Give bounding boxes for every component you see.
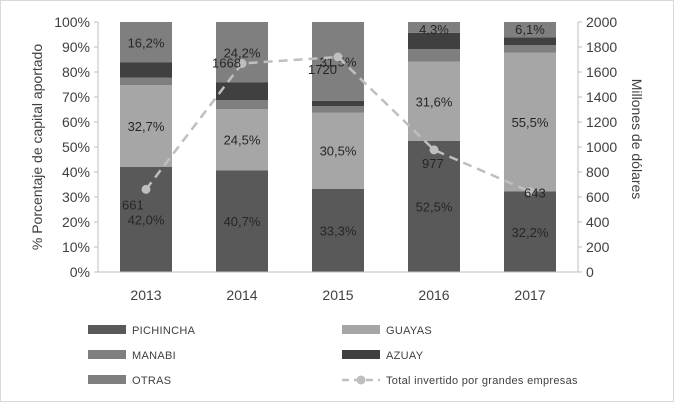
legend-swatch-pichincha: [88, 325, 126, 334]
y-right-tick-label: 1000: [586, 139, 617, 155]
data-label-guayas-2017: 55,5%: [512, 115, 549, 130]
y-left-tick-label: 100%: [54, 14, 90, 30]
line-data-label-2017: 643: [524, 186, 546, 201]
line-data-label-2016: 977: [422, 156, 444, 171]
bar-manabi-2015: [312, 106, 364, 113]
x-tick-label-2017: 2017: [514, 287, 545, 303]
bar-pichincha-2015: [312, 188, 364, 272]
bar-otras-2014: [216, 22, 268, 83]
line-data-label-2015: 1720: [308, 62, 337, 77]
y-left-tick-label: 20%: [62, 214, 90, 230]
y-right-tick-label: 800: [586, 164, 610, 180]
bar-guayas-2014: [216, 109, 268, 171]
y-left-tick-label: 50%: [62, 139, 90, 155]
y-left-tick-label: 70%: [62, 89, 90, 105]
y-left-tick-label: 30%: [62, 189, 90, 205]
y-right-tick-label: 0: [586, 264, 594, 280]
bar-azuay-2017: [504, 37, 556, 46]
line-point-2014: [237, 59, 247, 68]
bar-manabi-2017: [504, 45, 556, 53]
bar-pichincha-2016: [408, 140, 460, 272]
y-right-tick-label: 600: [586, 189, 610, 205]
y-right-tick-label: 2000: [586, 14, 617, 30]
data-label-pichincha-2016: 52,5%: [416, 199, 453, 214]
line-point-2017: [525, 187, 535, 197]
y-left-tick-label: 80%: [62, 64, 90, 80]
legend-swatch-guayas: [342, 325, 380, 334]
data-label-guayas-2013: 32,7%: [128, 119, 165, 134]
legend-label-3: AZUAY: [386, 350, 424, 362]
bar-otras-2017: [504, 22, 556, 38]
y-right-tick-label: 400: [586, 214, 610, 230]
legend-swatch-azuay: [342, 350, 380, 359]
legend-label-0: PICHINCHA: [132, 325, 196, 337]
bar-pichincha-2017: [504, 191, 556, 272]
data-label-guayas-2014: 24,5%: [224, 133, 261, 148]
y-left-tick-label: 40%: [62, 164, 90, 180]
line-point-2016: [429, 145, 439, 155]
data-label-otras-2014: 24,2%: [224, 45, 261, 60]
bar-azuay-2014: [216, 82, 268, 101]
y-axis-right-title: Millones de dólares: [629, 79, 645, 200]
y-left-tick-label: 60%: [62, 114, 90, 130]
data-label-guayas-2015: 30,5%: [320, 144, 357, 159]
line-data-label-2014: 1668: [212, 56, 241, 71]
bar-pichincha-2014: [216, 170, 268, 272]
legend-swatch-line-marker: [356, 375, 366, 385]
bar-guayas-2015: [312, 112, 364, 189]
bar-manabi-2013: [120, 77, 172, 86]
x-tick-label-2016: 2016: [418, 287, 449, 303]
bar-azuay-2015: [312, 100, 364, 107]
data-label-otras-2016: 4,3%: [419, 22, 449, 37]
y-right-tick-label: 1600: [586, 64, 617, 80]
data-label-otras-2017: 6,1%: [515, 22, 545, 37]
legend-label-2: MANABI: [132, 350, 176, 362]
y-right-tick-label: 1400: [586, 89, 617, 105]
y-right-tick-label: 1200: [586, 114, 617, 130]
bar-guayas-2013: [120, 85, 172, 167]
bar-pichincha-2013: [120, 167, 172, 272]
x-tick-label-2013: 2013: [130, 287, 161, 303]
data-label-pichincha-2014: 40,7%: [224, 214, 261, 229]
y-left-tick-label: 0%: [70, 264, 90, 280]
legend-swatch-otras: [88, 375, 126, 384]
line-point-2013: [141, 184, 151, 194]
bar-manabi-2014: [216, 100, 268, 109]
data-label-pichincha-2015: 33,3%: [320, 223, 357, 238]
y-left-tick-label: 10%: [62, 239, 90, 255]
bar-azuay-2016: [408, 32, 460, 50]
legend-swatch-manabi: [88, 350, 126, 359]
legend-label-5: Total invertido por grandes empresas: [386, 375, 578, 387]
data-label-guayas-2016: 31,6%: [416, 94, 453, 109]
y-axis-left-title: % Porcentaje de capital aportado: [29, 44, 45, 250]
x-tick-label-2015: 2015: [322, 287, 353, 303]
legend-label-4: OTRAS: [132, 375, 171, 387]
bar-guayas-2017: [504, 52, 556, 192]
line-point-2015: [333, 52, 343, 62]
y-right-tick-label: 200: [586, 239, 610, 255]
y-left-tick-label: 90%: [62, 39, 90, 55]
data-label-pichincha-2013: 42,0%: [128, 213, 165, 228]
data-label-pichincha-2017: 32,2%: [512, 225, 549, 240]
legend-label-1: GUAYAS: [386, 325, 432, 337]
line-data-label-2013: 661: [122, 197, 144, 212]
y-right-tick-label: 1800: [586, 39, 617, 55]
bar-otras-2013: [120, 22, 172, 63]
bar-manabi-2016: [408, 49, 460, 62]
bar-otras-2016: [408, 22, 460, 33]
line-total-invertido: [145, 55, 531, 193]
bar-azuay-2013: [120, 62, 172, 78]
bar-guayas-2016: [408, 61, 460, 141]
data-label-otras-2013: 16,2%: [128, 35, 165, 50]
x-tick-label-2014: 2014: [226, 287, 257, 303]
